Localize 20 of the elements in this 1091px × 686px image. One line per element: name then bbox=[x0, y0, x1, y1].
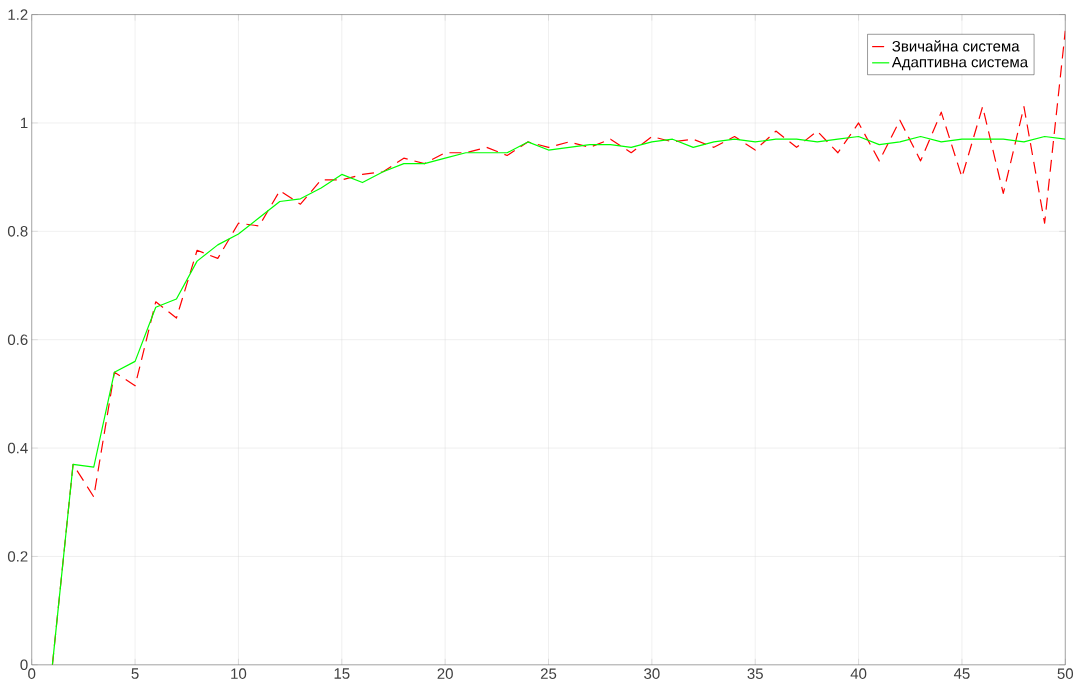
x-tick-label: 40 bbox=[850, 668, 867, 679]
x-tick-label: 20 bbox=[437, 668, 453, 679]
x-tick-label: 45 bbox=[953, 668, 970, 679]
legend-label: Звичайна система bbox=[892, 40, 1020, 52]
legend-label: Адаптивна система bbox=[891, 56, 1029, 71]
x-tick-label: 0 bbox=[28, 668, 36, 679]
x-tick-label: 10 bbox=[231, 668, 247, 679]
y-tick-label: 0.8 bbox=[7, 225, 28, 237]
y-tick-label: 0.2 bbox=[7, 550, 28, 562]
x-tick-label: 15 bbox=[334, 668, 350, 679]
x-tick-label: 5 bbox=[131, 668, 139, 679]
y-tick-label: 1.2 bbox=[8, 9, 28, 20]
x-tick-label: 30 bbox=[644, 668, 660, 679]
x-tick-label: 25 bbox=[540, 668, 557, 679]
x-tick-label: 35 bbox=[747, 668, 763, 679]
y-tick-label: 1 bbox=[21, 117, 28, 128]
x-tick-label: 50 bbox=[1057, 668, 1074, 679]
y-tick-label: 0 bbox=[20, 659, 28, 670]
y-tick-label: 0.4 bbox=[7, 442, 28, 454]
y-tick-label: 0.6 bbox=[7, 334, 28, 345]
